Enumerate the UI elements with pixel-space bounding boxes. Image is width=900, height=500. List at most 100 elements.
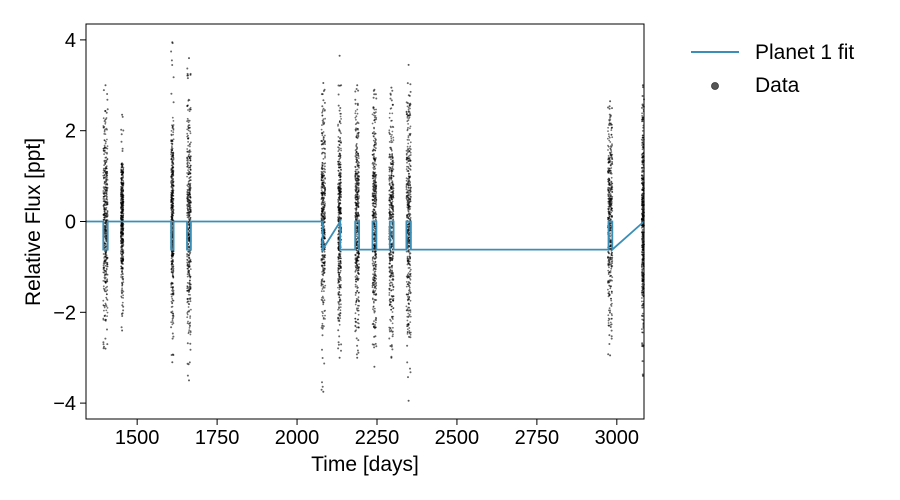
data-point [608, 105, 611, 108]
data-point [373, 213, 376, 216]
data-segment [337, 54, 343, 359]
data-point [189, 106, 192, 109]
data-point [103, 208, 106, 211]
data-point [102, 253, 105, 255]
data-point [104, 133, 107, 136]
data-point [186, 258, 189, 261]
data-point [171, 297, 174, 300]
data-point [408, 150, 411, 152]
data-point [358, 195, 360, 198]
data-point [189, 150, 192, 153]
data-point [122, 309, 125, 312]
data-point [105, 296, 108, 299]
data-point [407, 306, 410, 309]
data-point [103, 219, 106, 221]
data-point [355, 195, 358, 198]
data-point [121, 304, 124, 307]
data-point [187, 306, 190, 308]
data-point [408, 186, 410, 189]
data-point [374, 202, 377, 205]
data-point [188, 264, 191, 267]
data-point [105, 309, 108, 312]
data-point [391, 257, 394, 259]
data-point [408, 215, 411, 218]
data-point [372, 255, 375, 258]
data-point [392, 298, 395, 300]
data-point [608, 279, 611, 282]
data-point [374, 279, 377, 282]
data-point [409, 217, 412, 219]
data-point [323, 286, 326, 289]
data-point [608, 307, 611, 310]
data-point [187, 141, 190, 143]
data-point [392, 213, 394, 216]
data-point [103, 306, 106, 309]
data-point [172, 267, 175, 270]
data-point [171, 319, 174, 322]
data-point [324, 267, 326, 270]
data-point [189, 159, 192, 162]
data-point [120, 128, 123, 131]
data-point [121, 257, 124, 260]
data-point [188, 124, 191, 126]
data-point [407, 136, 410, 139]
data-point [103, 259, 106, 261]
data-point [407, 274, 409, 277]
data-point [170, 300, 173, 303]
data-point [186, 104, 189, 107]
data-point [171, 337, 174, 340]
data-point [189, 258, 192, 261]
data-point [356, 108, 359, 111]
data-point [171, 289, 173, 292]
data-point [372, 148, 375, 151]
data-point [121, 267, 123, 270]
data-point [375, 253, 377, 256]
data-point [356, 326, 358, 329]
data-point [106, 108, 109, 111]
data-point [391, 160, 394, 163]
data-point [357, 155, 360, 158]
data-point [171, 353, 174, 356]
data-point [105, 190, 108, 193]
data-point [372, 261, 375, 263]
data-point [104, 347, 107, 350]
data-point [407, 228, 410, 231]
data-point [189, 204, 192, 207]
data-point [391, 180, 394, 183]
data-point [609, 245, 612, 248]
data-point [171, 310, 174, 313]
data-point [610, 198, 613, 201]
data-point [607, 124, 610, 126]
data-point [321, 271, 323, 273]
data-point [323, 225, 326, 228]
data-point [338, 109, 341, 112]
data-point [338, 296, 341, 299]
data-point [338, 253, 340, 256]
data-point [121, 196, 124, 199]
data-point [609, 200, 612, 203]
data-point [105, 201, 108, 204]
data-point [392, 307, 394, 310]
data-point [120, 241, 123, 244]
data-point [103, 173, 106, 176]
data-point [171, 292, 174, 295]
data-point [189, 333, 192, 336]
data-point [172, 194, 174, 197]
data-point [406, 116, 409, 119]
data-point [171, 64, 174, 66]
data-point [610, 329, 613, 332]
data-point [322, 207, 325, 210]
data-point [408, 139, 410, 141]
data-point [188, 57, 190, 60]
data-point [355, 118, 357, 121]
data-point [409, 367, 411, 370]
data-point [103, 193, 105, 196]
data-point [338, 335, 341, 338]
data-point [407, 312, 410, 315]
data-point [122, 216, 124, 219]
data-point [356, 318, 359, 321]
data-point [102, 280, 105, 282]
data-point [607, 106, 609, 109]
data-point [186, 362, 189, 365]
data-point [321, 278, 324, 280]
